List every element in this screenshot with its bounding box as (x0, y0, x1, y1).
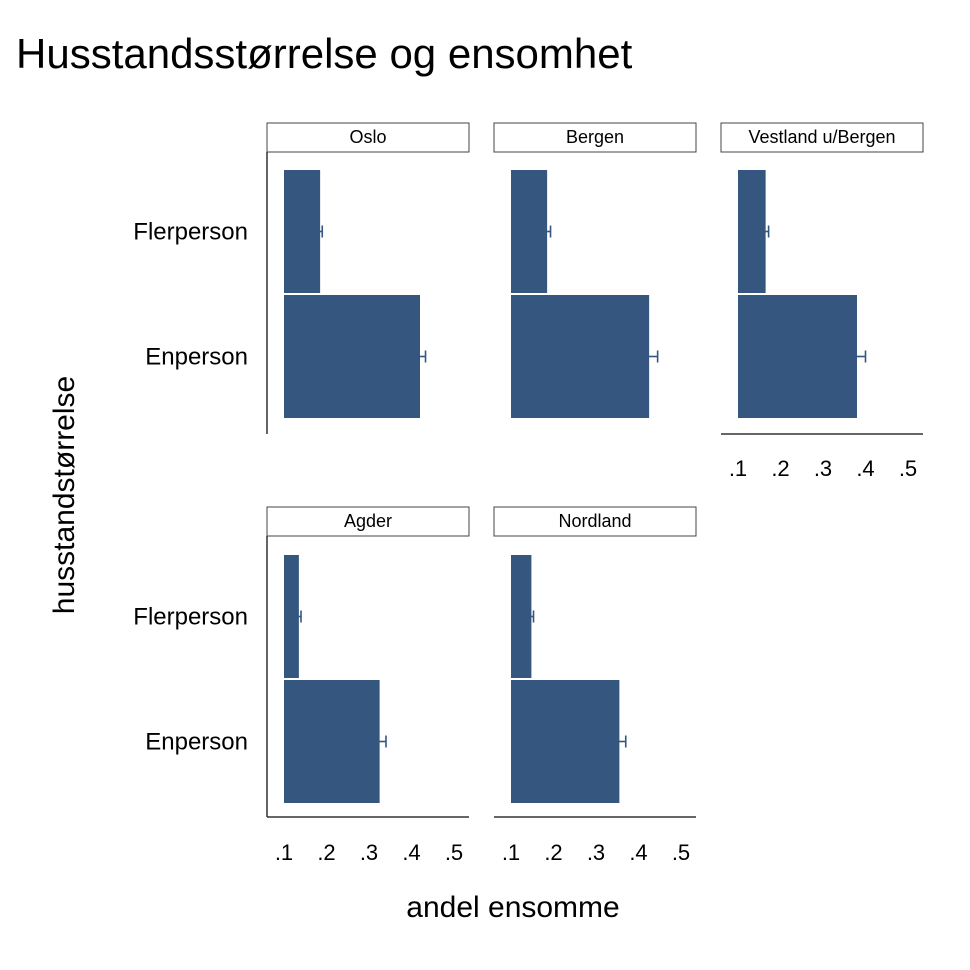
x-tick-label-vestland-u-bergen: .2 (771, 456, 789, 481)
x-tick-label-agder: .4 (402, 840, 420, 865)
panel-header-nordland (493, 506, 697, 537)
panel-header-bergen (493, 122, 697, 153)
panel-header-agder (266, 506, 470, 537)
bar-bergen-enperson (511, 295, 650, 418)
y-tick-label-flerperson: Flerperson (133, 604, 248, 631)
bar-vestland-u-bergen-flerperson (738, 170, 766, 293)
x-tick-label-agder: .2 (317, 840, 335, 865)
x-tick-label-agder: .3 (360, 840, 378, 865)
bar-nordland-flerperson (511, 555, 532, 678)
bar-oslo-enperson (284, 295, 420, 418)
panel-title-bergen: Bergen (566, 127, 624, 147)
panel-title-nordland: Nordland (558, 511, 631, 531)
bar-vestland-u-bergen-enperson (738, 295, 857, 418)
bar-agder-flerperson (284, 555, 299, 678)
x-tick-label-agder: .1 (275, 840, 293, 865)
bar-agder-enperson (284, 680, 380, 803)
panel-title-oslo: Oslo (349, 127, 386, 147)
x-tick-label-vestland-u-bergen: .3 (814, 456, 832, 481)
x-tick-label-vestland-u-bergen: .1 (729, 456, 747, 481)
y-tick-label-enperson: Enperson (145, 344, 248, 371)
x-tick-label-nordland: .2 (544, 840, 562, 865)
x-tick-label-vestland-u-bergen: .5 (899, 456, 917, 481)
y-tick-label-flerperson: Flerperson (133, 219, 248, 246)
bar-nordland-enperson (511, 680, 620, 803)
bar-oslo-flerperson (284, 170, 321, 293)
panel-title-agder: Agder (344, 511, 392, 531)
x-tick-label-agder: .5 (445, 840, 463, 865)
y-axis-title: husstandstørrelse (48, 376, 81, 614)
panel-header-vestland-u-bergen (720, 122, 924, 153)
panel-header-oslo (266, 122, 470, 153)
x-tick-label-nordland: .3 (587, 840, 605, 865)
x-tick-label-nordland: .4 (629, 840, 647, 865)
panel-title-vestland-u-bergen: Vestland u/Bergen (748, 127, 895, 147)
x-axis-title: andel ensomme (406, 891, 619, 924)
bar-bergen-flerperson (511, 170, 548, 293)
x-tick-label-nordland: .5 (672, 840, 690, 865)
x-tick-label-vestland-u-bergen: .4 (856, 456, 874, 481)
x-tick-label-nordland: .1 (502, 840, 520, 865)
chart-title: Husstandsstørrelse og ensomhet (16, 30, 633, 77)
y-tick-label-enperson: Enperson (145, 729, 248, 756)
